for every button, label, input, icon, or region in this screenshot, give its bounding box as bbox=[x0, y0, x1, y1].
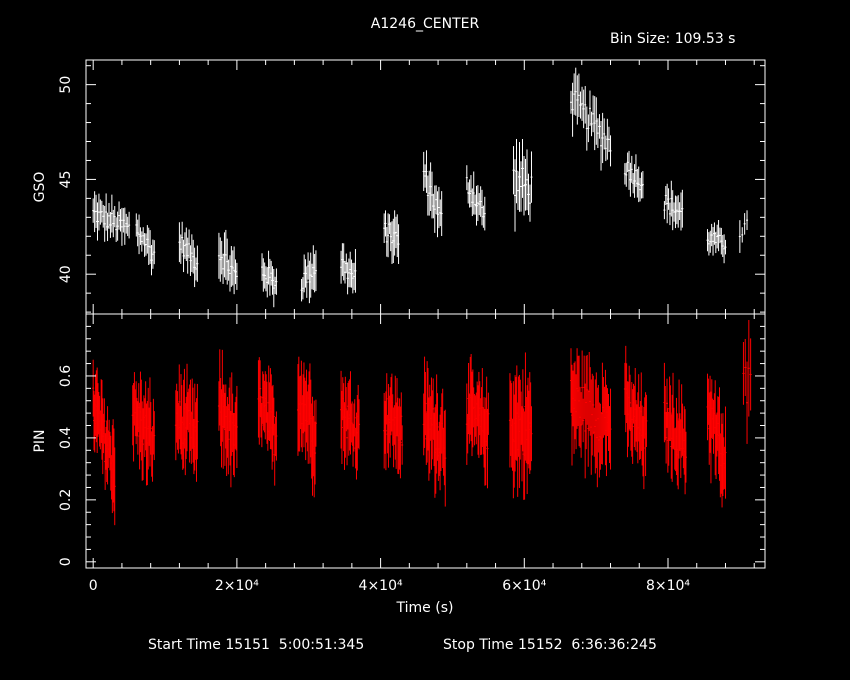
gso-y-tick-label: 40 bbox=[58, 265, 74, 283]
stop-time: Stop Time 15152 6:36:36:245 bbox=[443, 637, 657, 653]
gso-data-points bbox=[92, 67, 749, 308]
pin-data-points bbox=[92, 319, 752, 526]
pin-y-tick-labels: 0 0.2 0.4 0.6 bbox=[58, 365, 74, 567]
pin-ticks bbox=[86, 313, 765, 568]
pin-panel: 0 0.2 0.4 0.6 0 2×10⁴ 4×10⁴ 6×10⁴ 8×10⁴ PIN Tim… bbox=[32, 313, 766, 616]
pin-y-tick-label: 0.4 bbox=[58, 427, 74, 449]
gso-panel: 40 45 50 GSO bbox=[32, 59, 766, 315]
bin-size-value: 109.53 s bbox=[674, 31, 736, 47]
bin-size-label: Bin Size: bbox=[610, 31, 671, 47]
start-time-value: 15151 5:00:51:345 bbox=[225, 637, 365, 653]
pin-y-axis-label: PIN bbox=[32, 429, 48, 452]
x-tick-label: 8×10⁴ bbox=[646, 578, 690, 594]
gso-y-tick-labels: 40 45 50 bbox=[58, 76, 74, 283]
x-tick-label: 0 bbox=[89, 578, 98, 594]
chart-title: A1246_CENTER bbox=[370, 16, 480, 32]
pin-y-tick-label: 0.2 bbox=[58, 489, 74, 511]
gso-y-tick-label: 45 bbox=[58, 171, 74, 189]
bin-size: Bin Size: 109.53 s bbox=[610, 31, 735, 47]
stop-time-label: Stop Time bbox=[443, 637, 514, 653]
x-tick-label: 6×10⁴ bbox=[502, 578, 546, 594]
gso-y-axis-label: GSO bbox=[32, 172, 48, 203]
pin-frame bbox=[85, 313, 766, 569]
start-time-label: Start Time bbox=[148, 637, 221, 653]
pin-y-tick-label: 0.6 bbox=[58, 365, 74, 387]
start-time: Start Time 15151 5:00:51:345 bbox=[148, 637, 364, 653]
pin-y-tick-label: 0 bbox=[58, 557, 74, 566]
gso-y-tick-label: 50 bbox=[58, 76, 74, 94]
stop-time-value: 15152 6:36:36:245 bbox=[518, 637, 657, 653]
x-tick-label: 2×10⁴ bbox=[215, 578, 259, 594]
x-tick-label: 4×10⁴ bbox=[359, 578, 403, 594]
x-tick-labels: 0 2×10⁴ 4×10⁴ 6×10⁴ 8×10⁴ bbox=[89, 578, 691, 594]
x-axis-label: Time (s) bbox=[396, 600, 454, 616]
gso-ticks bbox=[86, 60, 765, 314]
